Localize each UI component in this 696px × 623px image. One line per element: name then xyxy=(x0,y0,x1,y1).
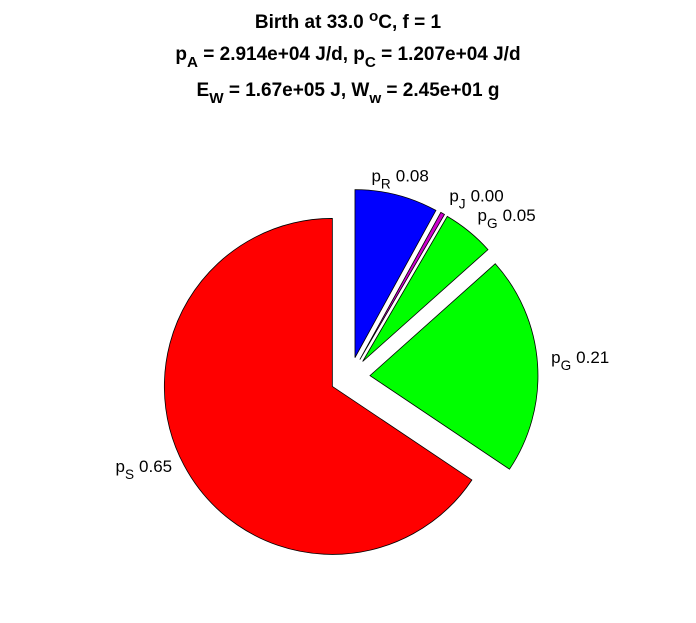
text-part: p xyxy=(371,167,380,186)
text-part: C, f = 1 xyxy=(378,12,441,33)
script-text: A xyxy=(187,54,198,71)
text-part: = 1.67e+05 J, W xyxy=(224,80,370,101)
chart-title: pA = 2.914e+04 J/d, pC = 1.207e+04 J/d xyxy=(175,44,520,71)
pie-slice xyxy=(359,211,446,360)
text-part: p xyxy=(478,206,487,225)
text-part: Birth at 33.0 xyxy=(255,12,369,33)
slice-label: pS 0.65 xyxy=(115,457,172,482)
script-text: o xyxy=(369,8,378,25)
text-part: p xyxy=(115,457,124,476)
value-label: 0.65 xyxy=(139,457,172,476)
value-label: 0.21 xyxy=(576,348,609,367)
text-part: p xyxy=(449,187,458,206)
script-text: w xyxy=(368,90,381,107)
pie-slice xyxy=(354,189,437,358)
script-text: W xyxy=(209,90,224,107)
value-label: 0.08 xyxy=(396,167,429,186)
slice-label: pR 0.08 xyxy=(371,167,428,192)
script-text: C xyxy=(365,54,376,71)
text-part: = 1.207e+04 J/d xyxy=(376,44,521,65)
text-part: p xyxy=(551,348,560,367)
script-text: J xyxy=(459,197,466,212)
slice-label: pG 0.21 xyxy=(551,348,609,373)
chart-title: Birth at 33.0 oC, f = 1 xyxy=(255,8,442,33)
script-text: R xyxy=(381,177,391,192)
script-text: G xyxy=(561,358,572,373)
value-label: 0.00 xyxy=(471,187,504,206)
text-part: E xyxy=(197,80,210,101)
script-text: S xyxy=(125,467,134,482)
text-part: p xyxy=(175,44,187,65)
pie-slice xyxy=(163,218,473,555)
text-part: = 2.914e+04 J/d, p xyxy=(198,44,365,65)
chart-title: EW = 1.67e+05 J, Ww = 2.45e+01 g xyxy=(197,80,500,107)
slice-label: pG 0.05 xyxy=(478,206,536,231)
value-label: 0.05 xyxy=(503,206,536,225)
slice-label: pJ 0.00 xyxy=(449,187,503,212)
script-text: G xyxy=(487,216,498,231)
pie-slice xyxy=(369,263,539,470)
pie-slice xyxy=(362,215,489,362)
text-part: = 2.45e+01 g xyxy=(381,80,499,101)
